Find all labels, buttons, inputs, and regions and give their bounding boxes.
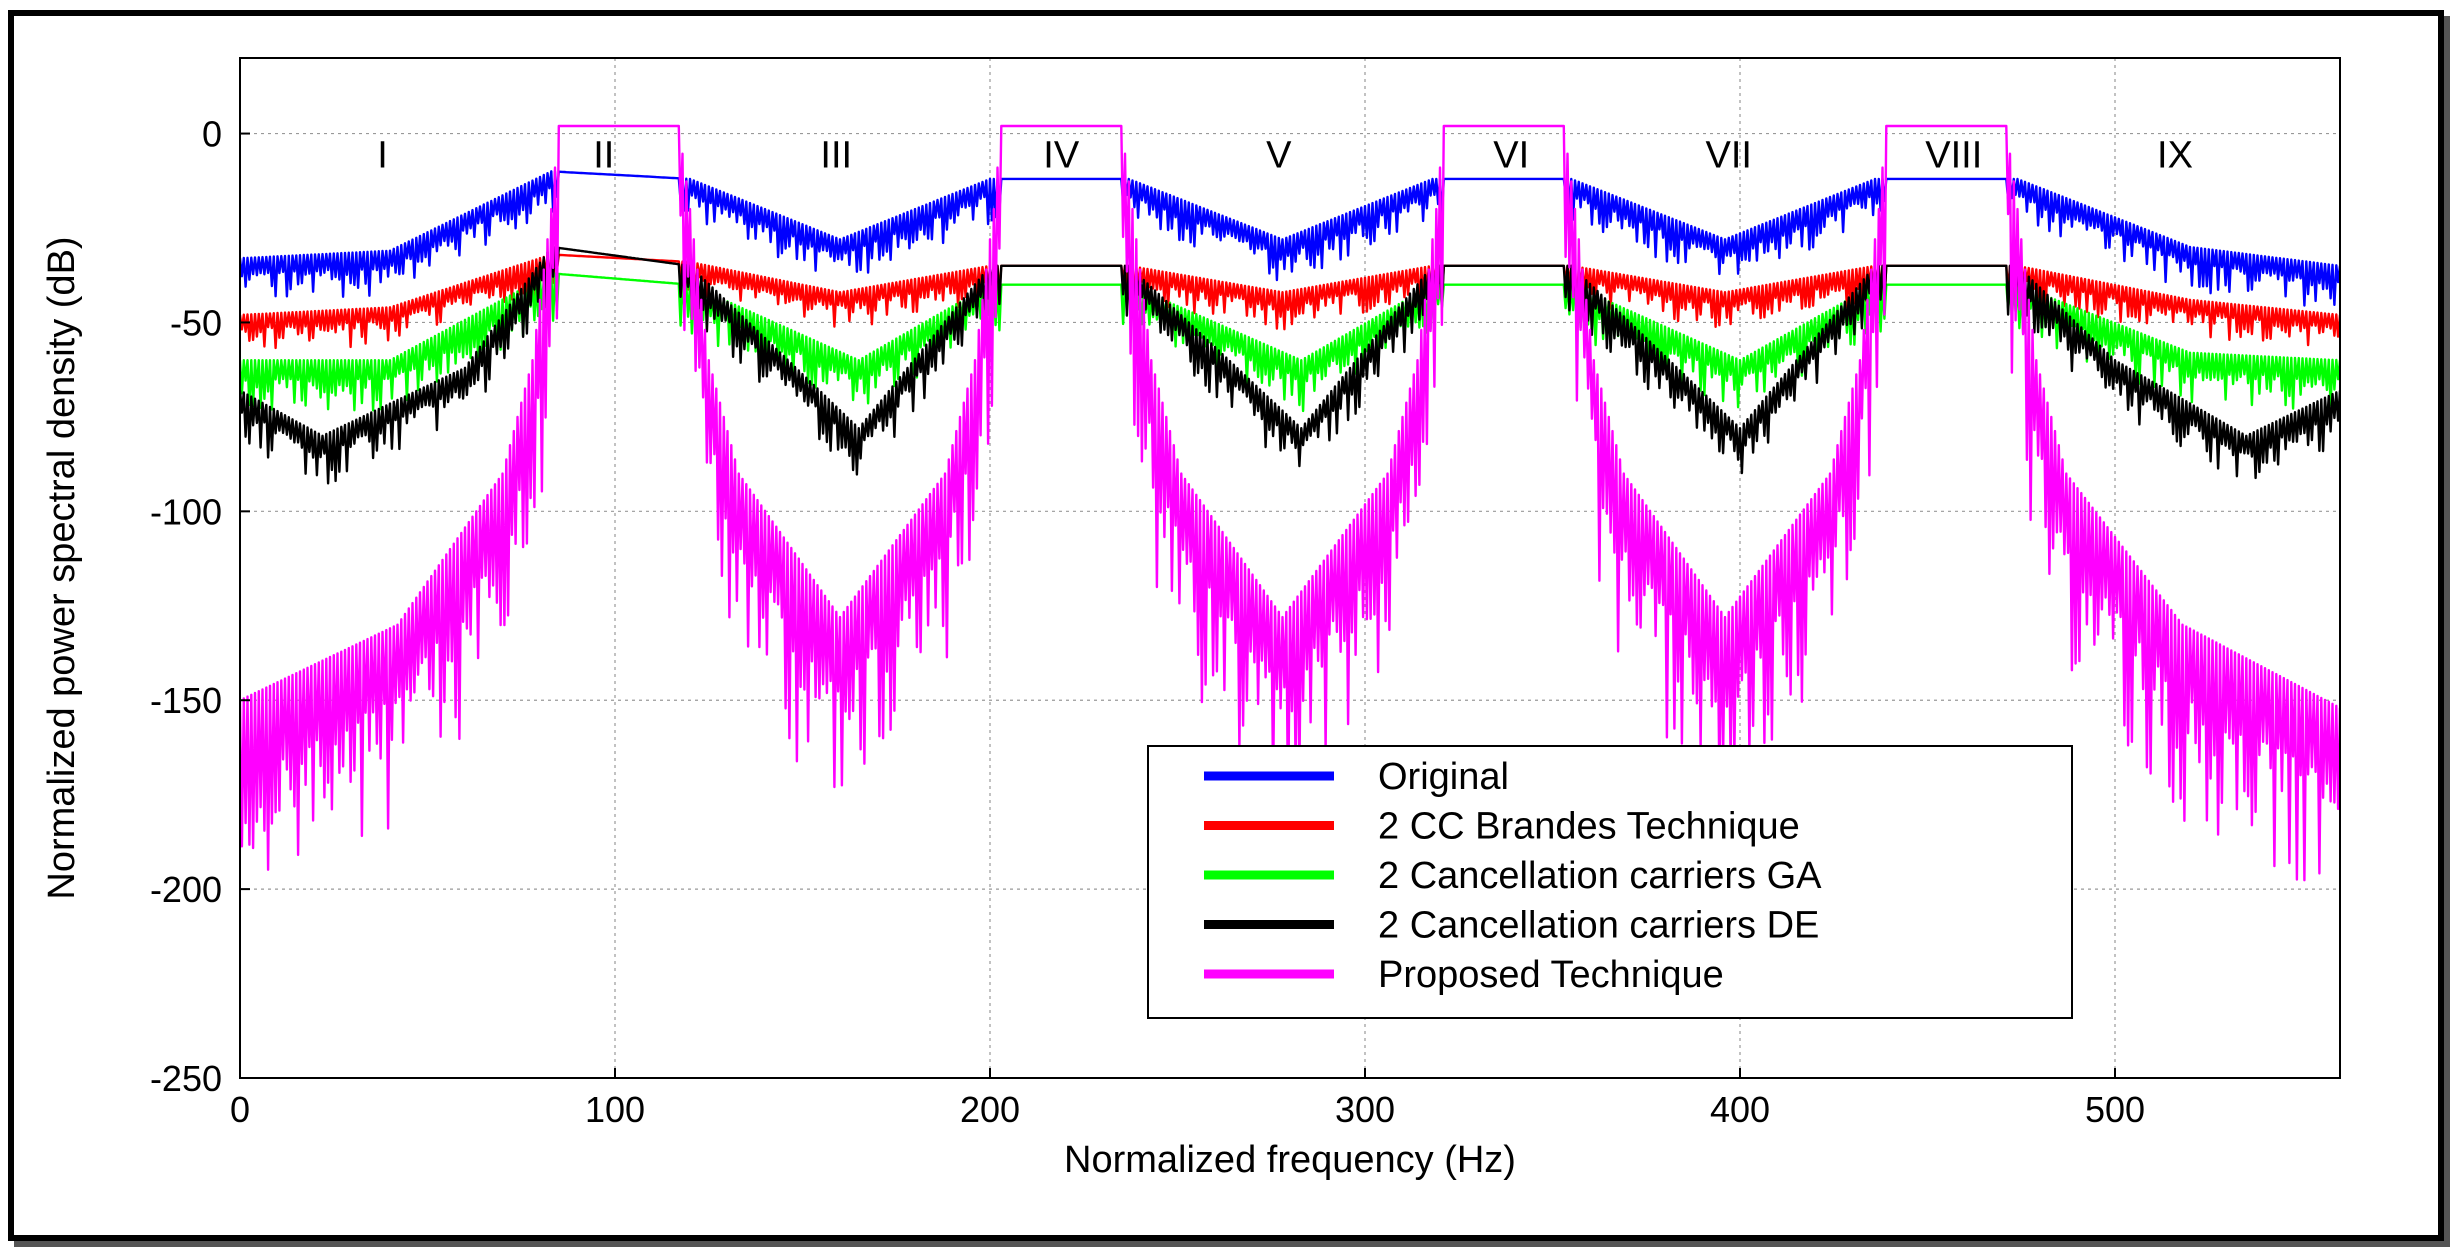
x-tick-label: 300: [1335, 1089, 1395, 1130]
region-label: V: [1266, 135, 1292, 177]
region-labels: I II III IV V VI VII VIII IX: [377, 135, 2193, 177]
series-line-4: [240, 124, 2340, 882]
region-label: VIII: [1925, 135, 1982, 177]
y-tick-label: -200: [150, 869, 222, 910]
x-tick-label: 200: [960, 1089, 1020, 1130]
y-axis-label: Normalized power spectral density (dB): [41, 236, 83, 899]
region-label: IV: [1043, 135, 1080, 177]
region-label: II: [593, 135, 614, 177]
region-label: VI: [1493, 135, 1529, 177]
series-line-3: [240, 245, 2340, 485]
x-tick-label: 0: [230, 1089, 250, 1130]
legend-label: 2 Cancellation carriers DE: [1378, 905, 1819, 947]
legend-label: 2 Cancellation carriers GA: [1378, 855, 1822, 897]
legend-label: Original: [1378, 756, 1509, 798]
plot-area: [240, 124, 2340, 882]
legend: Original 2 CC Brandes Technique 2 Cancella…: [1147, 745, 2073, 1019]
series-layer: [240, 124, 2340, 882]
legend-label: Proposed Technique: [1378, 954, 1724, 996]
axes-box: [239, 57, 2341, 1079]
x-axis-label: Normalized frequency (Hz): [1064, 1139, 1516, 1181]
ticks: 0 100 200 300 400 500 0 -50 -100 -150 -200 -250: [150, 114, 2145, 1130]
region-label: VII: [1706, 135, 1752, 177]
legend-label: 2 CC Brandes Technique: [1378, 806, 1800, 848]
y-tick-label: -50: [170, 302, 222, 343]
y-tick-label: -100: [150, 491, 222, 532]
region-label: I: [377, 135, 388, 177]
series-line-2: [240, 272, 2340, 413]
y-tick-label: -150: [150, 680, 222, 721]
x-tick-label: 400: [1710, 1089, 1770, 1130]
region-label: IX: [2157, 135, 2193, 177]
region-label: III: [820, 135, 852, 177]
x-tick-label: 500: [2085, 1089, 2145, 1130]
x-tick-label: 100: [585, 1089, 645, 1130]
y-tick-label: 0: [202, 114, 222, 155]
series-line-0: [240, 170, 2340, 307]
y-tick-label: -250: [150, 1058, 222, 1099]
